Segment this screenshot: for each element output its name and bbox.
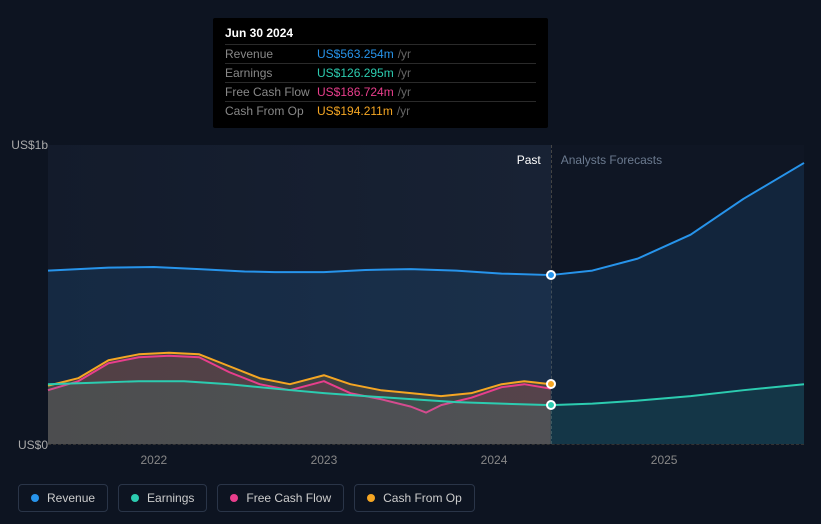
y-axis-label: US$0 [18,438,48,452]
chart-tooltip: Jun 30 2024 RevenueUS$563.254m/yrEarning… [213,18,548,128]
series-marker [546,400,556,410]
x-axis: 2022 2023 2024 2025 [48,453,804,473]
legend-label: Earnings [147,491,194,505]
tooltip-row: RevenueUS$563.254m/yr [225,44,536,63]
legend-swatch [31,494,39,502]
y-axis-label: US$1b [11,138,48,152]
series-marker [546,270,556,280]
tooltip-metric-value: US$563.254m [317,47,394,61]
tooltip-unit: /yr [398,47,411,61]
tooltip-row: Free Cash FlowUS$186.724m/yr [225,82,536,101]
x-axis-label: 2023 [311,453,338,467]
legend-label: Revenue [47,491,95,505]
legend-label: Cash From Op [383,491,462,505]
legend-swatch [131,494,139,502]
legend-label: Free Cash Flow [246,491,331,505]
x-axis-label: 2025 [651,453,678,467]
legend-swatch [230,494,238,502]
financial-chart: Past Analysts Forecasts 2022202320242025… [18,125,804,445]
tooltip-unit: /yr [397,104,410,118]
tooltip-metric-value: US$126.295m [317,66,394,80]
tooltip-metric-label: Cash From Op [225,104,317,118]
tooltip-metric-label: Free Cash Flow [225,85,317,99]
plot-area[interactable]: Past Analysts Forecasts [48,145,804,445]
series-marker [546,379,556,389]
legend-item[interactable]: Revenue [18,484,108,512]
tooltip-unit: /yr [398,66,411,80]
tooltip-metric-label: Revenue [225,47,317,61]
legend-item[interactable]: Free Cash Flow [217,484,344,512]
legend-item[interactable]: Earnings [118,484,207,512]
x-axis-label: 2022 [140,453,167,467]
tooltip-metric-label: Earnings [225,66,317,80]
tooltip-row: EarningsUS$126.295m/yr [225,63,536,82]
chart-svg [48,145,804,444]
tooltip-row: Cash From OpUS$194.211m/yr [225,101,536,120]
legend-swatch [367,494,375,502]
tooltip-date: Jun 30 2024 [225,26,536,44]
tooltip-rows: RevenueUS$563.254m/yrEarningsUS$126.295m… [225,44,536,120]
tooltip-metric-value: US$186.724m [317,85,394,99]
x-axis-label: 2024 [481,453,508,467]
tooltip-unit: /yr [398,85,411,99]
legend-item[interactable]: Cash From Op [354,484,475,512]
tooltip-metric-value: US$194.211m [317,104,393,118]
chart-legend: Revenue Earnings Free Cash Flow Cash From O… [18,484,475,512]
